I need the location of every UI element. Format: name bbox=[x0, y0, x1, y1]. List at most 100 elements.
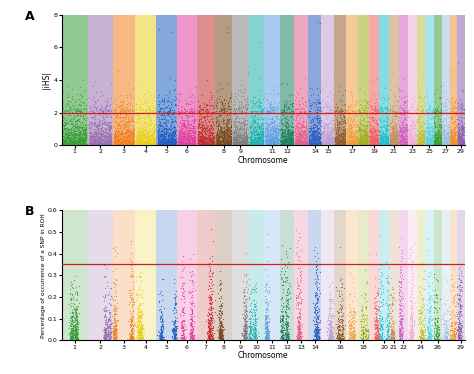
Point bbox=[419, 127, 427, 133]
Point bbox=[381, 132, 388, 138]
Point bbox=[159, 140, 166, 146]
Point bbox=[435, 141, 442, 147]
Point bbox=[106, 331, 113, 337]
Point bbox=[447, 139, 455, 145]
Point bbox=[327, 333, 334, 339]
Point bbox=[264, 124, 272, 130]
Point bbox=[218, 327, 226, 333]
Point bbox=[126, 336, 133, 342]
Point bbox=[157, 105, 164, 111]
Point bbox=[155, 137, 163, 143]
Point bbox=[324, 128, 332, 134]
Point bbox=[191, 125, 198, 131]
Point bbox=[289, 132, 297, 138]
Point bbox=[157, 303, 165, 309]
Point bbox=[283, 328, 291, 334]
Point bbox=[145, 142, 153, 148]
Point bbox=[206, 296, 214, 302]
Point bbox=[326, 141, 334, 147]
Point bbox=[417, 136, 425, 142]
Point bbox=[389, 119, 396, 125]
Point bbox=[204, 108, 211, 114]
Point bbox=[198, 142, 205, 148]
Point bbox=[167, 132, 174, 138]
Point bbox=[166, 109, 174, 115]
Point bbox=[171, 133, 178, 139]
Point bbox=[137, 104, 144, 110]
Point bbox=[285, 127, 292, 133]
Point bbox=[116, 142, 123, 148]
Point bbox=[294, 328, 302, 334]
Point bbox=[126, 321, 134, 327]
Point bbox=[158, 330, 166, 336]
Point bbox=[110, 329, 118, 335]
Point bbox=[124, 127, 132, 133]
Point bbox=[455, 283, 462, 289]
Point bbox=[155, 128, 163, 134]
Point bbox=[71, 137, 78, 143]
Point bbox=[296, 261, 304, 267]
Point bbox=[264, 322, 271, 328]
Point bbox=[361, 312, 368, 318]
Point bbox=[453, 139, 460, 145]
Point bbox=[119, 134, 127, 140]
Point bbox=[325, 320, 332, 326]
Point bbox=[397, 137, 404, 143]
Point bbox=[139, 131, 146, 137]
Point bbox=[414, 116, 421, 122]
Point bbox=[280, 109, 287, 115]
Point bbox=[186, 327, 193, 333]
Point bbox=[296, 329, 303, 335]
Point bbox=[378, 137, 385, 143]
Point bbox=[458, 138, 466, 144]
Point bbox=[67, 138, 75, 144]
Point bbox=[419, 137, 427, 143]
Point bbox=[426, 132, 433, 138]
Point bbox=[398, 125, 405, 131]
Point bbox=[227, 142, 235, 148]
Point bbox=[106, 132, 114, 138]
Point bbox=[305, 114, 313, 120]
Point bbox=[415, 139, 422, 145]
Point bbox=[329, 315, 337, 321]
Point bbox=[128, 138, 136, 144]
Point bbox=[412, 133, 420, 139]
Point bbox=[402, 121, 410, 127]
Point bbox=[380, 142, 387, 148]
Point bbox=[389, 108, 397, 114]
Point bbox=[287, 133, 294, 139]
Point bbox=[338, 136, 346, 142]
Point bbox=[358, 304, 366, 310]
Point bbox=[148, 120, 155, 126]
Point bbox=[205, 334, 212, 340]
Point bbox=[240, 332, 248, 338]
Point bbox=[225, 137, 232, 142]
Point bbox=[455, 138, 463, 144]
Point bbox=[327, 129, 335, 135]
Point bbox=[355, 139, 363, 145]
Point bbox=[119, 135, 127, 141]
Point bbox=[69, 142, 77, 148]
Point bbox=[105, 310, 113, 316]
Point bbox=[302, 108, 310, 114]
Point bbox=[217, 117, 225, 123]
Point bbox=[158, 111, 166, 117]
Point bbox=[419, 334, 426, 340]
Point bbox=[408, 335, 416, 341]
Point bbox=[293, 336, 301, 342]
Point bbox=[296, 136, 304, 142]
Point bbox=[66, 138, 74, 144]
Point bbox=[280, 308, 287, 314]
Point bbox=[434, 336, 441, 342]
Point bbox=[288, 114, 295, 120]
Point bbox=[112, 113, 119, 119]
Point bbox=[452, 138, 459, 144]
Point bbox=[64, 142, 72, 148]
Point bbox=[137, 336, 145, 342]
Point bbox=[349, 142, 356, 148]
Point bbox=[453, 116, 461, 122]
Point bbox=[263, 334, 271, 340]
Point bbox=[419, 138, 426, 144]
Point bbox=[123, 114, 130, 120]
Point bbox=[425, 333, 432, 339]
